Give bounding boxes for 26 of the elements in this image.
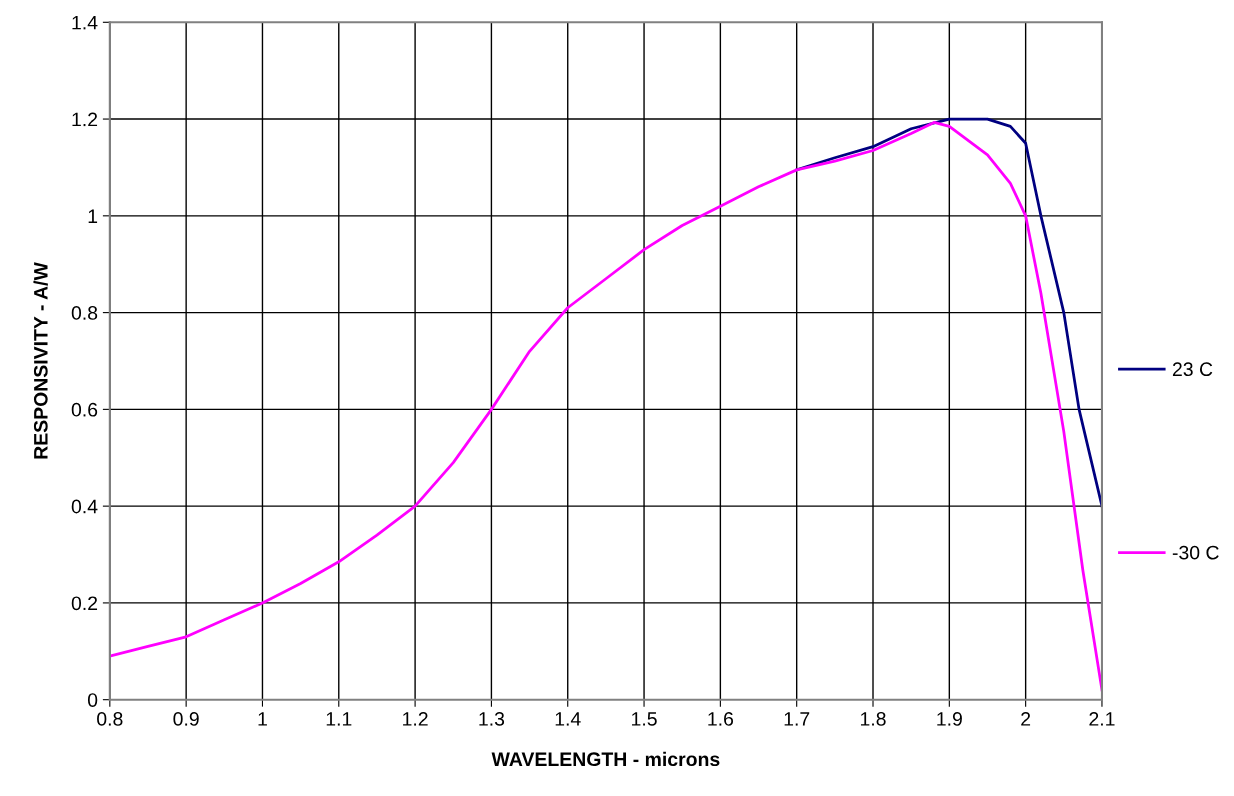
y-tick-label: 0.6	[71, 402, 98, 417]
x-tick-label: 1.2	[403, 712, 428, 726]
x-tick-label: 2.1	[1089, 712, 1115, 726]
x-tick-label: 2	[1021, 712, 1031, 726]
x-tick-label: 0.9	[173, 712, 199, 726]
y-tick-label: 0	[87, 693, 98, 707]
x-tick-label: 1.9	[937, 712, 962, 726]
x-tick-label: 1.1	[326, 712, 352, 726]
x-tick-label: 1	[258, 712, 267, 726]
legend-label: 23 C	[1172, 362, 1213, 377]
x-tick-label: 1.6	[708, 712, 734, 726]
x-tick-label: 1.4	[555, 712, 581, 726]
x-tick-label: 1.3	[479, 712, 505, 726]
x-tick-label: 0.8	[97, 712, 123, 726]
y-tick-label: 0.2	[71, 596, 98, 611]
x-tick-label: 1.8	[860, 712, 886, 726]
x-tick-label: 1.5	[632, 712, 657, 726]
y-axis-title: RESPONSIVITY - A/W	[33, 262, 48, 459]
y-tick-label: 0.8	[71, 306, 98, 320]
y-tick-label: 0.4	[71, 499, 98, 514]
legend-label: -30 C	[1172, 545, 1219, 560]
x-axis-title: WAVELENGTH - microns	[491, 751, 720, 767]
x-tick-label: 1.7	[784, 712, 810, 726]
y-tick-label: 1.4	[72, 15, 98, 30]
y-tick-label: 1	[88, 209, 98, 223]
y-tick-label: 1.2	[72, 112, 98, 127]
